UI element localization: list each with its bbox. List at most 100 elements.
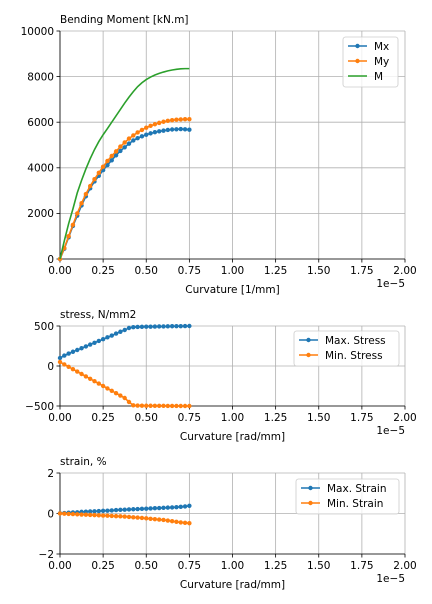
data-point bbox=[187, 127, 192, 132]
data-point bbox=[83, 512, 89, 517]
data-point bbox=[187, 117, 192, 122]
legend: Max. Strain Min. Strain bbox=[295, 478, 400, 515]
data-point bbox=[113, 391, 119, 396]
data-point bbox=[161, 403, 166, 409]
x-axis-label: Curvature [rad/mm] bbox=[180, 579, 285, 591]
data-point bbox=[87, 509, 93, 514]
y-tick-label: 8000 bbox=[27, 71, 54, 83]
data-point bbox=[174, 323, 179, 329]
data-point bbox=[178, 117, 183, 122]
x-tick-label: 0.00 bbox=[48, 265, 71, 277]
data-point bbox=[126, 325, 132, 331]
data-point bbox=[187, 403, 192, 409]
data-point bbox=[83, 344, 89, 349]
data-point bbox=[92, 379, 97, 384]
chart-3: 0.00 0.25 0.50 0.75 1.00 1.25 1.50 1.75 2.00 −2 0 2… bbox=[39, 456, 417, 591]
data-point bbox=[62, 353, 67, 358]
data-point bbox=[113, 153, 119, 158]
chart-title: stress, N/mm2 bbox=[60, 309, 136, 321]
data-point bbox=[109, 513, 114, 519]
data-point bbox=[182, 323, 188, 329]
data-point bbox=[156, 403, 162, 409]
data-point bbox=[122, 507, 127, 512]
data-point bbox=[122, 514, 127, 519]
data-point bbox=[169, 518, 175, 524]
legend-label: Min. Stress bbox=[325, 350, 383, 362]
x-tick-label: 1.50 bbox=[307, 560, 330, 572]
legend-label: Max. Stress bbox=[325, 335, 386, 347]
data-point bbox=[96, 338, 102, 344]
legend-frame bbox=[293, 330, 400, 367]
data-point bbox=[96, 170, 102, 176]
data-point bbox=[182, 403, 188, 409]
legend-label: M bbox=[374, 71, 383, 83]
data-point bbox=[109, 508, 114, 513]
data-point bbox=[126, 136, 132, 141]
data-point bbox=[83, 374, 89, 379]
legend-label: Max. Strain bbox=[327, 483, 387, 495]
x-tick-label: 1.00 bbox=[221, 412, 244, 424]
data-point bbox=[92, 512, 97, 518]
data-point bbox=[70, 222, 76, 227]
data-point bbox=[96, 508, 102, 514]
data-point bbox=[70, 349, 76, 354]
data-point bbox=[66, 234, 71, 239]
data-point bbox=[66, 364, 71, 369]
data-point bbox=[187, 521, 192, 526]
y-tick-label: 2 bbox=[47, 468, 54, 480]
data-point bbox=[169, 403, 175, 409]
data-point bbox=[178, 126, 183, 132]
data-point bbox=[105, 508, 110, 513]
data-point bbox=[109, 153, 114, 159]
data-point bbox=[118, 144, 123, 149]
x-tick-label: 0.00 bbox=[48, 412, 71, 424]
data-point bbox=[122, 395, 127, 401]
data-point bbox=[113, 507, 119, 513]
x-tick-label: 0.75 bbox=[178, 560, 201, 572]
data-point bbox=[105, 158, 110, 164]
data-point bbox=[105, 162, 110, 168]
data-point bbox=[169, 505, 175, 510]
legend-label: Min. Strain bbox=[327, 498, 383, 510]
data-point bbox=[182, 127, 188, 132]
data-point bbox=[165, 518, 171, 523]
x-tick-label: 1.75 bbox=[350, 412, 373, 424]
x-tick-label: 1.75 bbox=[350, 265, 373, 277]
data-point bbox=[144, 132, 149, 137]
data-point bbox=[161, 128, 166, 133]
data-point bbox=[79, 200, 84, 206]
data-point bbox=[126, 141, 132, 146]
data-point bbox=[87, 183, 93, 189]
data-point bbox=[156, 324, 162, 329]
data-point bbox=[135, 135, 140, 141]
data-point bbox=[83, 191, 89, 197]
data-point bbox=[139, 506, 145, 512]
data-point bbox=[96, 513, 102, 518]
data-point bbox=[148, 324, 153, 329]
data-point bbox=[109, 388, 114, 393]
x-tick-label: 1.00 bbox=[221, 560, 244, 572]
chart-title: Bending Moment [kN.m] bbox=[60, 14, 189, 26]
x-offset-label: 1e−5 bbox=[376, 573, 405, 585]
data-point bbox=[113, 331, 119, 336]
y-tick-label: −2 bbox=[39, 549, 54, 561]
data-point bbox=[152, 506, 158, 511]
data-point bbox=[174, 117, 179, 122]
data-point bbox=[131, 133, 136, 138]
data-point bbox=[118, 507, 123, 513]
y-tick-label: 4000 bbox=[27, 163, 54, 175]
data-point bbox=[66, 351, 71, 356]
x-tick-label: 2.00 bbox=[393, 412, 416, 424]
data-point bbox=[126, 514, 132, 520]
data-point bbox=[75, 369, 80, 374]
data-point bbox=[135, 403, 140, 408]
data-point bbox=[79, 371, 84, 377]
x-tick-label: 0.00 bbox=[48, 560, 71, 572]
data-point bbox=[182, 117, 188, 122]
data-point bbox=[169, 127, 175, 132]
legend: Max. Stress Min. Stress bbox=[293, 330, 400, 367]
y-tick-label: 6000 bbox=[27, 117, 54, 129]
chart-2: 0.00 0.25 0.50 0.75 1.00 1.25 1.50 1.75 2.00 −500… bbox=[25, 309, 417, 443]
x-tick-label: 0.75 bbox=[178, 412, 201, 424]
